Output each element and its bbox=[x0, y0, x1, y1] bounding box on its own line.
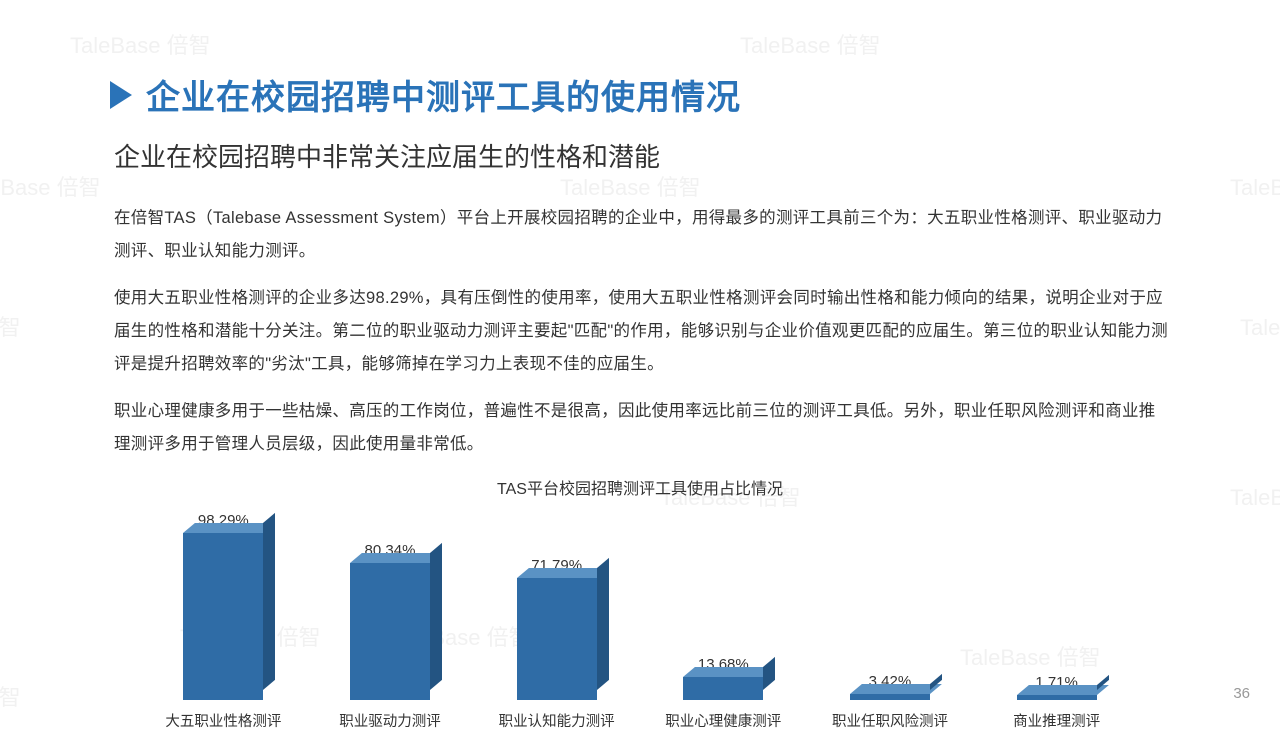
page-subtitle: 企业在校园招聘中非常关注应届生的性格和潜能 bbox=[114, 137, 1170, 174]
bar-3d bbox=[1017, 695, 1097, 700]
page-title: 企业在校园招聘中测评工具的使用情况 bbox=[146, 70, 741, 119]
bar-3d bbox=[183, 533, 263, 700]
bar-chart: 98.29%80.34%71.79%13.68% 3.42% 1.71% 大五职业性… bbox=[140, 505, 1140, 731]
bar-wrap: 80.34% bbox=[310, 542, 470, 700]
bar-category-label: 职业认知能力测评 bbox=[477, 710, 637, 731]
bar-wrap: 98.29% bbox=[143, 512, 303, 700]
slide-page: 企业在校园招聘中测评工具的使用情况 企业在校园招聘中非常关注应届生的性格和潜能 … bbox=[0, 0, 1280, 720]
bar-category-label: 商业推理测评 bbox=[977, 710, 1137, 731]
bar-category-label: 职业驱动力测评 bbox=[310, 710, 470, 731]
bar-wrap: 3.42% bbox=[810, 673, 970, 700]
bar-wrap: 1.71% bbox=[977, 674, 1137, 700]
bar-category-label: 职业任职风险测评 bbox=[810, 710, 970, 731]
body-paragraph-1: 在倍智TAS（Talebase Assessment System）平台上开展校… bbox=[114, 202, 1170, 268]
bar-3d bbox=[350, 563, 430, 700]
bar-3d bbox=[683, 677, 763, 700]
body-paragraph-2: 使用大五职业性格测评的企业多达98.29%，具有压倒性的使用率，使用大五职业性格… bbox=[114, 282, 1170, 381]
bar-3d bbox=[850, 694, 930, 700]
bar-wrap: 13.68% bbox=[643, 656, 803, 700]
bar-category-label: 职业心理健康测评 bbox=[643, 710, 803, 731]
triangle-bullet-icon bbox=[110, 81, 132, 109]
bar-wrap: 71.79% bbox=[477, 557, 637, 700]
body-paragraph-3: 职业心理健康多用于一些枯燥、高压的工作岗位，普遍性不是很高，因此使用率远比前三位… bbox=[114, 395, 1170, 461]
bar-3d bbox=[517, 578, 597, 700]
page-number: 36 bbox=[1233, 685, 1250, 702]
chart-title: TAS平台校园招聘测评工具使用占比情况 bbox=[110, 475, 1170, 499]
title-row: 企业在校园招聘中测评工具的使用情况 bbox=[110, 70, 1170, 119]
bar-category-label: 大五职业性格测评 bbox=[143, 710, 303, 731]
